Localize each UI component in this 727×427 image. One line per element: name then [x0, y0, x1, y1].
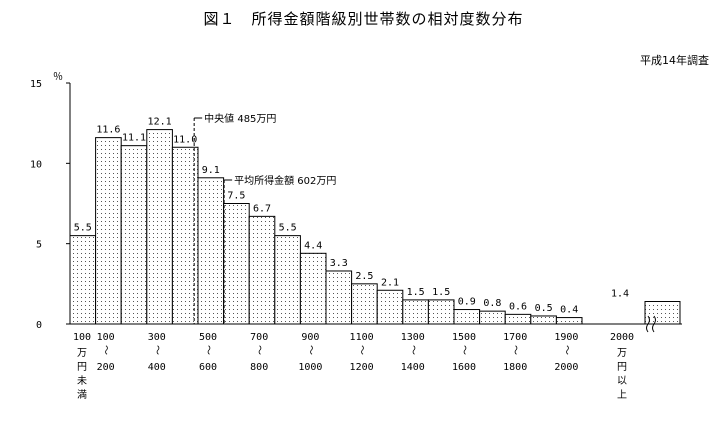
- y-tick-label: 5: [36, 240, 42, 251]
- axis-break-mark: [652, 315, 656, 333]
- histogram-bar: [644, 301, 681, 325]
- annotation-label: 中央値 485万円: [204, 112, 276, 125]
- x-tick-label-bottom: 1800: [503, 362, 527, 373]
- x-tick-label-unit-char: 円: [617, 362, 627, 373]
- axis-break-mark: [646, 315, 650, 333]
- x-tick-label-bottom: 800: [250, 362, 268, 373]
- bar-value-label: 5.5: [279, 223, 297, 234]
- x-tick-label-bottom: 600: [199, 362, 217, 373]
- bar-value-label: 11.1: [122, 133, 146, 144]
- histogram-bar: [248, 215, 276, 325]
- x-tick-label-bottom: 400: [148, 362, 166, 373]
- histogram-bar: [504, 313, 532, 325]
- x-tick-label-top: 900: [301, 332, 319, 343]
- x-tick-label-bottom: 200: [97, 362, 115, 373]
- x-tick-label-top: 100: [73, 332, 91, 343]
- x-tick-label-top: 2000: [610, 332, 634, 343]
- bar-value-label: 1.4: [611, 289, 629, 300]
- histogram-bar: [120, 145, 148, 325]
- x-tick-label-top: 500: [199, 332, 217, 343]
- x-tick-label-unit-char: 円: [77, 362, 87, 373]
- x-tick-label-bottom: 1600: [452, 362, 476, 373]
- histogram-bar: [402, 299, 429, 325]
- bar-value-label: 1.5: [407, 287, 425, 298]
- x-tick-label-top: 1100: [350, 332, 374, 343]
- x-tick-label-bottom: 1400: [401, 362, 425, 373]
- histogram-bar: [95, 137, 122, 325]
- bar-value-label: 0.9: [458, 297, 476, 308]
- x-tick-label-unit-char: 万: [77, 348, 87, 359]
- x-tick-label-bottom: 1000: [298, 362, 322, 373]
- bar-value-label: 1.5: [432, 287, 450, 298]
- x-tick-label-top: 1500: [452, 332, 476, 343]
- bar-value-label: 0.6: [509, 301, 527, 312]
- bar-value-label: 0.5: [535, 303, 553, 314]
- bar-value-label: 3.3: [330, 258, 348, 269]
- bar-value-label: 11.6: [96, 125, 120, 136]
- bar-value-label: 2.1: [381, 277, 399, 288]
- histogram-bar: [376, 289, 404, 325]
- x-tick-label-top: 1900: [554, 332, 578, 343]
- x-tick-label-unit-char: 万: [617, 348, 627, 359]
- x-tick-label-top: 300: [148, 332, 166, 343]
- y-axis-unit: ％: [53, 72, 63, 83]
- x-tick-label-unit-char: 未: [77, 375, 87, 387]
- bar-value-label: 7.5: [227, 191, 245, 202]
- histogram-bar: [274, 235, 301, 325]
- histogram-bar: [146, 129, 173, 325]
- histogram-bar: [427, 299, 455, 325]
- bar-value-label: 9.1: [202, 165, 220, 176]
- bar-value-label: 12.1: [148, 117, 172, 128]
- y-tick-label: 10: [30, 159, 42, 170]
- bar-value-label: 11.0: [173, 134, 197, 145]
- histogram-bar: [453, 309, 481, 325]
- x-tick-label-bottom: 2000: [554, 362, 578, 373]
- x-tick-range-mark: 〜: [253, 345, 264, 355]
- histogram-bar: [530, 315, 557, 325]
- x-tick-range-mark: 〜: [100, 345, 111, 355]
- bar-value-label: 0.4: [560, 305, 578, 316]
- histogram-bar: [555, 317, 583, 325]
- bar-value-label: 2.5: [355, 271, 373, 282]
- x-tick-range-mark: 〜: [356, 345, 367, 355]
- x-tick-label-top: 1700: [503, 332, 527, 343]
- y-tick-label: 0: [36, 320, 42, 331]
- histogram-bar: [69, 235, 97, 325]
- x-tick-range-mark: 〜: [202, 345, 213, 355]
- x-tick-range-mark: 〜: [509, 345, 520, 355]
- histogram-bar: [197, 177, 225, 325]
- x-tick-label-top: 1300: [401, 332, 425, 343]
- x-tick-label-unit-char: 満: [77, 389, 87, 401]
- x-tick-label-unit-char: 上: [617, 389, 627, 401]
- bar-value-label: 4.4: [304, 240, 322, 251]
- x-tick-label-unit-char: 以: [617, 376, 627, 387]
- bar-value-label: 6.7: [253, 203, 271, 214]
- histogram-bar: [299, 252, 327, 325]
- histogram-bar: [223, 203, 250, 325]
- x-tick-label-bottom: 1200: [350, 362, 374, 373]
- survey-note: 平成14年調査: [640, 54, 709, 67]
- chart-title: 図１ 所得金額階級別世帯数の相対度数分布: [203, 10, 524, 28]
- x-tick-range-mark: 〜: [458, 345, 469, 355]
- x-tick-label-top: 700: [250, 332, 268, 343]
- bar-value-label: 5.5: [74, 223, 92, 234]
- x-tick-range-mark: 〜: [560, 345, 571, 355]
- x-tick-label-top: 100: [97, 332, 115, 343]
- bar-value-label: 0.8: [483, 298, 501, 309]
- histogram-bar: [479, 310, 506, 325]
- histogram-bar: [351, 283, 378, 325]
- y-tick-label: 15: [30, 79, 42, 90]
- x-tick-range-mark: 〜: [407, 345, 418, 355]
- histogram-bar: [325, 270, 353, 325]
- annotation-label: 平均所得金額 602万円: [234, 174, 336, 187]
- x-tick-range-mark: 〜: [151, 345, 162, 355]
- x-tick-range-mark: 〜: [304, 345, 315, 355]
